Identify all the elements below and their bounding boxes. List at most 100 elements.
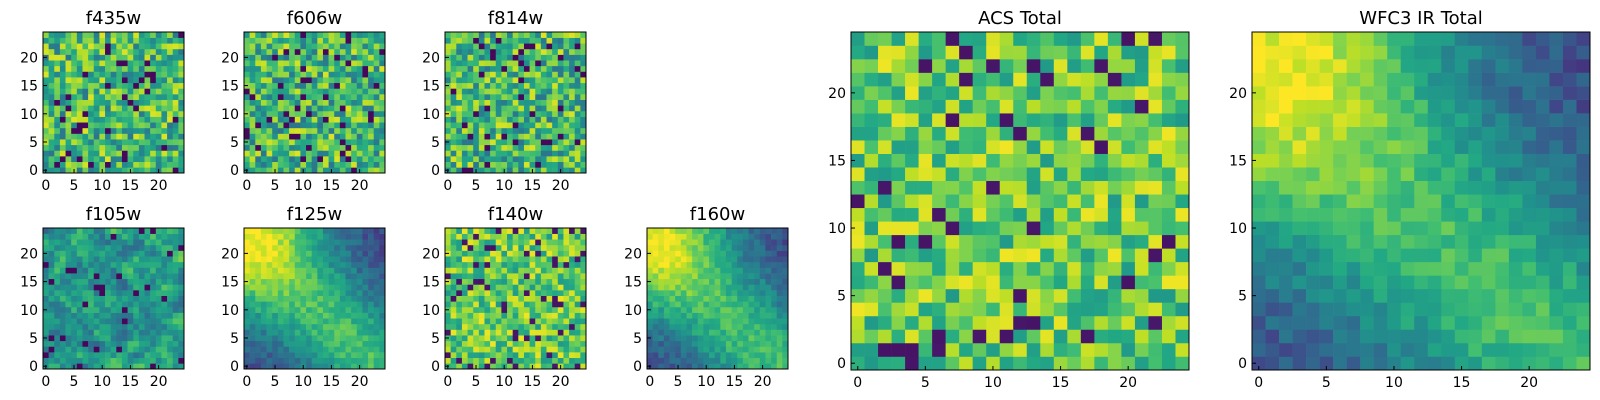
heatmap-cell <box>663 244 670 251</box>
heatmap-cell <box>652 228 659 234</box>
heatmap-cell <box>574 161 581 168</box>
heatmap-cell <box>244 340 250 347</box>
heatmap-cell <box>782 273 789 280</box>
y-tick-label: 15 <box>20 275 38 291</box>
heatmap-cell <box>54 239 61 246</box>
heatmap-cell <box>362 144 369 151</box>
axes-frame <box>243 227 386 370</box>
heatmap-cell <box>647 323 653 330</box>
heatmap-cell <box>127 54 134 61</box>
heatmap-cell <box>339 335 346 342</box>
heatmap-cell <box>300 295 307 302</box>
heatmap-cell <box>467 110 474 117</box>
heatmap-cell <box>450 284 457 291</box>
heatmap-cell <box>322 284 329 291</box>
heatmap-cell <box>133 110 140 117</box>
heatmap-cell <box>65 144 72 151</box>
heatmap-cell <box>490 244 497 251</box>
heatmap-cell <box>300 65 307 72</box>
heatmap-cell <box>776 352 783 359</box>
heatmap-cell <box>150 99 157 106</box>
heatmap-cell <box>932 315 946 330</box>
heatmap-cell <box>255 144 262 151</box>
heatmap-cell <box>580 139 587 146</box>
heatmap-cell <box>65 94 72 100</box>
heatmap-cell <box>300 250 307 257</box>
heatmap-cell <box>473 346 480 353</box>
heatmap-cell <box>580 363 587 370</box>
heatmap-cell <box>249 77 256 84</box>
heatmap-cell <box>121 244 128 251</box>
heatmap-cell <box>557 256 564 263</box>
heatmap-cell <box>461 301 468 308</box>
heatmap-cell <box>714 357 721 364</box>
heatmap-cell <box>1026 342 1041 357</box>
heatmap-cell <box>328 340 335 347</box>
heatmap-cell <box>306 167 312 174</box>
heatmap-cell <box>523 167 530 174</box>
heatmap-cell <box>507 233 513 240</box>
heatmap-cell <box>999 221 1014 236</box>
heatmap-cell <box>495 340 502 347</box>
heatmap-cell <box>272 127 279 134</box>
heatmap-cell <box>65 233 72 240</box>
heatmap-cell <box>540 133 547 140</box>
heatmap-cell <box>155 323 162 330</box>
heatmap-cell <box>557 346 564 353</box>
heatmap-cell <box>322 105 329 112</box>
heatmap-cell <box>535 105 542 112</box>
heatmap-cell <box>473 318 480 325</box>
heatmap-cell <box>54 139 61 146</box>
heatmap-cell <box>317 161 324 168</box>
heatmap-cell <box>150 228 157 234</box>
heatmap-cell <box>737 295 744 302</box>
heatmap-cell <box>959 261 973 276</box>
heatmap-cell <box>512 301 519 308</box>
heatmap-cell <box>1161 180 1176 195</box>
heatmap-cell <box>306 122 312 129</box>
heatmap-cell <box>99 32 106 38</box>
heatmap-cell <box>289 94 296 100</box>
heatmap-cell <box>972 113 987 127</box>
heatmap-cell <box>272 239 279 246</box>
heatmap-cell <box>461 105 468 112</box>
heatmap-cell <box>356 250 363 257</box>
heatmap-cell <box>686 290 693 296</box>
heatmap-cell <box>512 161 519 168</box>
heatmap-cell <box>138 150 145 157</box>
heatmap-cell <box>272 150 279 157</box>
heatmap-cell <box>322 32 329 38</box>
heatmap-cell <box>138 122 145 129</box>
heatmap-cell <box>322 54 329 61</box>
heatmap-cell <box>552 228 559 234</box>
y-tick-label: 10 <box>20 303 38 319</box>
heatmap-cell <box>43 65 49 72</box>
heatmap-cell <box>905 194 919 209</box>
heatmap-cell <box>507 105 513 112</box>
heatmap-cell <box>294 323 301 330</box>
heatmap-cell <box>133 65 140 72</box>
heatmap-cell <box>317 352 324 359</box>
heatmap-cell <box>306 48 312 55</box>
heatmap-cell <box>82 122 89 129</box>
heatmap-cell <box>495 150 502 157</box>
heatmap-cell <box>697 340 704 347</box>
heatmap-cell <box>368 37 375 44</box>
heatmap-cell <box>362 346 369 353</box>
heatmap-cell <box>467 363 474 370</box>
heatmap-cell <box>546 340 553 347</box>
heatmap-cell <box>669 261 676 268</box>
heatmap-cell <box>731 239 738 246</box>
heatmap-cell <box>127 284 134 291</box>
heatmap-cell <box>456 363 463 370</box>
heatmap-cell <box>54 233 61 240</box>
heatmap-cell <box>334 133 341 140</box>
heatmap-cell <box>82 323 89 330</box>
heatmap-cell <box>311 318 318 325</box>
heatmap-cell <box>445 60 451 67</box>
heatmap-cell <box>686 284 693 291</box>
heatmap-cell <box>362 65 369 72</box>
heatmap-cell <box>93 295 100 302</box>
heatmap-cell <box>501 105 508 112</box>
heatmap-cell <box>172 228 179 234</box>
